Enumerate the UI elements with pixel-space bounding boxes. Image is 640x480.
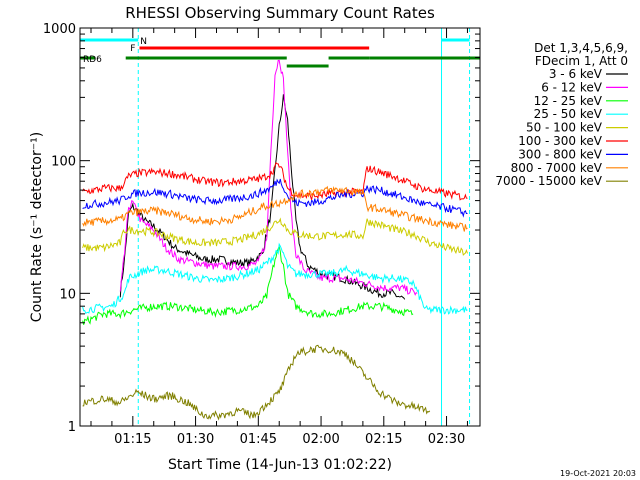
- series-line-8: [82, 344, 431, 421]
- x-tick-label: 02:30: [428, 432, 465, 447]
- x-axis-label: Start Time (14-Jun-13 01:02:22): [168, 457, 392, 473]
- legend-entry-label: 12 - 25 keV: [534, 94, 603, 108]
- legend-entry-label: 25 - 50 keV: [534, 107, 603, 121]
- legend-entry-label: 50 - 100 keV: [526, 121, 603, 135]
- legend-header-line: FDecim 1, Att 0: [535, 54, 628, 68]
- legend-entry-label: 800 - 7000 keV: [511, 161, 603, 175]
- y-tick-label: 10: [59, 287, 76, 302]
- series-line-1: [119, 59, 418, 296]
- legend: Det 1,3,4,5,6,9,FDecim 1, Att 03 - 6 keV…: [495, 41, 628, 188]
- plot-area: NF RD6: [80, 28, 480, 426]
- series-line-6: [82, 178, 468, 218]
- y-tick-label: 1: [68, 420, 76, 435]
- axes: 1 10 100 1000 01:15 01:30 01:45 02:00 02:15 02:30: [43, 22, 480, 447]
- state-label-F: F: [130, 44, 135, 54]
- x-tick-label: 01:15: [114, 432, 151, 447]
- x-tick-label: 01:30: [177, 432, 214, 447]
- y-tick-label: 1000: [43, 22, 76, 37]
- series-line-4: [82, 217, 468, 256]
- state-label-RD6: RD6: [83, 55, 102, 65]
- chart-title: RHESSI Observing Summary Count Rates: [125, 4, 435, 22]
- plot-frame: [79, 27, 481, 427]
- series-line-7: [82, 185, 468, 232]
- series-line-2: [82, 244, 414, 325]
- y-axis-label: Count Rate (s⁻¹ detector⁻¹): [29, 132, 45, 322]
- legend-entry-label: 100 - 300 keV: [518, 134, 602, 148]
- x-tick-label: 01:45: [240, 432, 277, 447]
- y-tick-label: 100: [51, 155, 76, 170]
- legend-entry-label: 7000 - 15000 keV: [495, 174, 602, 188]
- series-line-3: [82, 242, 468, 315]
- x-tick-label: 02:00: [302, 432, 339, 447]
- state-label-N: N: [140, 37, 147, 47]
- legend-entry-label: 6 - 12 keV: [541, 80, 603, 94]
- legend-header-line: Det 1,3,4,5,6,9,: [534, 41, 628, 55]
- footer-timestamp: 19-Oct-2021 20:03: [560, 469, 636, 478]
- x-tick-label: 02:15: [365, 432, 402, 447]
- legend-entry-label: 3 - 6 keV: [549, 67, 603, 81]
- legend-entry-label: 300 - 800 keV: [518, 147, 602, 161]
- series-line-5: [82, 161, 468, 201]
- series-line-0: [119, 94, 406, 300]
